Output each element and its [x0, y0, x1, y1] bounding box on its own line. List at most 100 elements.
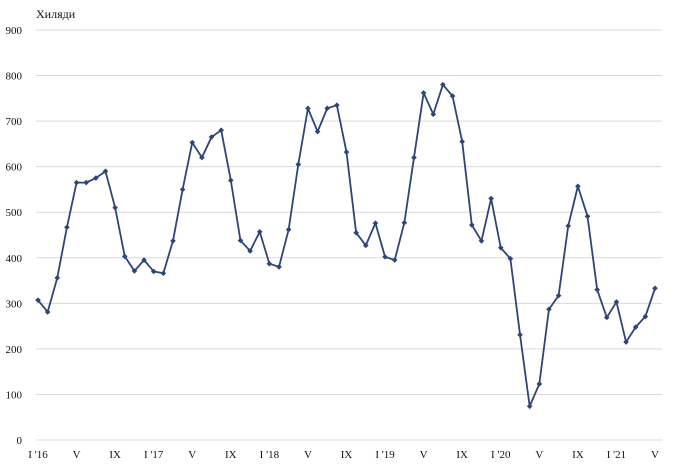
data-point: [102, 168, 109, 175]
data-point: [131, 268, 138, 274]
data-point: [83, 179, 90, 186]
data-point: [603, 314, 610, 321]
data-point: [44, 309, 51, 315]
data-point: [362, 242, 369, 249]
x-tick-label: I '16: [28, 449, 48, 461]
y-tick-label: 600: [6, 162, 23, 174]
data-point: [642, 313, 649, 320]
data-point: [632, 324, 639, 330]
data-point: [189, 139, 196, 146]
data-point: [382, 254, 388, 260]
data-point: [478, 238, 485, 244]
data-point: [372, 220, 379, 226]
data-point: [488, 195, 494, 202]
data-point: [285, 226, 292, 233]
y-tick-label: 800: [6, 71, 23, 83]
data-point: [228, 177, 234, 184]
data-point: [256, 229, 263, 235]
data-point: [401, 219, 408, 226]
data-point: [112, 204, 118, 211]
y-tick-label: 100: [6, 389, 23, 401]
data-point: [411, 154, 417, 161]
x-tick-label: I '20: [491, 449, 511, 461]
data-point: [170, 238, 176, 244]
data-point: [526, 403, 533, 410]
y-tick-label: 900: [6, 25, 23, 37]
data-point: [121, 253, 128, 260]
data-point: [64, 224, 70, 231]
data-point: [623, 339, 629, 345]
x-tick-label: IX: [456, 449, 468, 461]
data-point: [218, 127, 224, 134]
y-tick-label: 400: [6, 253, 23, 265]
data-point: [575, 183, 581, 190]
x-tick-label: V: [188, 449, 196, 461]
data-point: [276, 264, 282, 270]
y-tick-label: 500: [6, 207, 23, 219]
x-tick-label: V: [651, 449, 659, 461]
x-tick-label: IX: [572, 449, 584, 461]
data-point: [430, 111, 437, 118]
x-tick-label: I '18: [260, 449, 280, 461]
gridlines: [36, 29, 662, 441]
x-tick-label: V: [304, 449, 312, 461]
data-point: [93, 175, 99, 181]
y-tick-label: 300: [6, 298, 23, 310]
data-point: [459, 138, 465, 145]
data-point: [150, 268, 157, 275]
data-point: [266, 260, 273, 267]
data-point: [536, 381, 543, 387]
data-point: [160, 270, 167, 277]
y-tick-label: 200: [6, 344, 23, 356]
x-tick-label: I '19: [375, 449, 395, 461]
data-point: [179, 186, 186, 193]
x-axis-ticks: I '16 V IX I '17 V IX I '18 V IX I '19 V IX I '20 V IX…: [28, 449, 659, 461]
data-point: [469, 222, 475, 228]
data-point: [35, 297, 41, 303]
data-point: [295, 161, 302, 168]
x-tick-label: V: [535, 449, 543, 461]
data-point: [440, 81, 446, 88]
data-point: [652, 285, 658, 292]
x-tick-label: I '17: [144, 449, 164, 461]
y-tick-label: 0: [17, 435, 23, 447]
data-point: [497, 244, 504, 251]
data-point: [391, 257, 398, 263]
x-tick-label: IX: [109, 449, 121, 461]
data-point: [594, 286, 600, 293]
data-point: [314, 128, 321, 135]
x-tick-label: V: [420, 449, 428, 461]
y-unit-label: Хиляди: [36, 7, 76, 21]
data-point: [334, 102, 340, 108]
data-point: [353, 229, 359, 236]
data-point: [208, 134, 215, 140]
data-point: [420, 90, 427, 96]
x-tick-label: V: [73, 449, 81, 461]
y-tick-label: 700: [6, 116, 23, 128]
data-point: [449, 93, 456, 99]
x-tick-label: IX: [341, 449, 353, 461]
data-point: [517, 331, 523, 338]
series-line: [37, 83, 656, 408]
data-point: [141, 257, 147, 263]
data-point: [247, 248, 253, 254]
data-point: [507, 255, 514, 262]
data-point: [73, 179, 80, 186]
series-layer: [35, 81, 658, 410]
data-point: [546, 306, 552, 313]
data-point: [343, 149, 350, 155]
data-point: [199, 154, 205, 161]
data-point: [237, 237, 244, 244]
y-axis-ticks: 0 100 200 300 400 500 600 700 800 900: [6, 25, 23, 447]
data-point: [584, 213, 591, 220]
x-tick-label: IX: [225, 449, 237, 461]
data-point: [613, 299, 620, 305]
data-point: [305, 105, 311, 112]
x-tick-label: I '21: [607, 449, 626, 461]
data-point: [324, 105, 331, 112]
data-point: [565, 223, 572, 229]
data-point: [555, 292, 562, 299]
data-point: [54, 275, 61, 281]
